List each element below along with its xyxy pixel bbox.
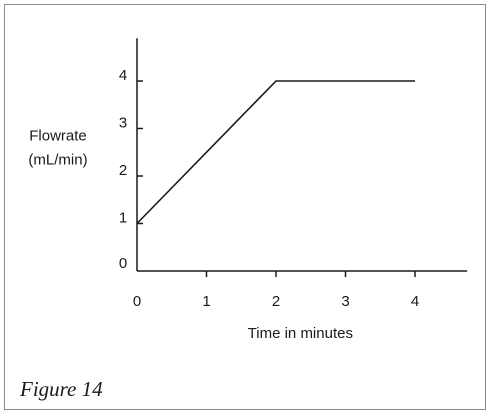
x-tick-label: 3 bbox=[341, 293, 349, 310]
y-axis-label-line-1: Flowrate bbox=[29, 127, 87, 144]
x-ticks: 0 1 2 3 4 bbox=[133, 271, 419, 310]
figure-caption: Figure 14 bbox=[20, 377, 103, 401]
y-axis-label-line-2: (mL/min) bbox=[28, 151, 87, 168]
y-tick-label: 1 bbox=[119, 210, 127, 227]
x-axis-label: Time in minutes bbox=[248, 325, 353, 342]
y-tick-label: 3 bbox=[119, 115, 127, 132]
x-tick-label: 1 bbox=[202, 293, 210, 310]
flowrate-series-line bbox=[136, 80, 415, 225]
y-tick-label: 2 bbox=[119, 162, 127, 179]
y-tick-label: 4 bbox=[119, 67, 127, 84]
figure-frame bbox=[4, 4, 486, 410]
series-layer bbox=[136, 80, 415, 225]
x-tick-label: 2 bbox=[272, 293, 280, 310]
x-tick-label: 4 bbox=[411, 293, 419, 310]
x-tick-label: 0 bbox=[133, 293, 141, 310]
y-tick-label: 0 bbox=[119, 255, 127, 272]
y-ticks: 0 1 2 3 4 bbox=[119, 67, 143, 272]
